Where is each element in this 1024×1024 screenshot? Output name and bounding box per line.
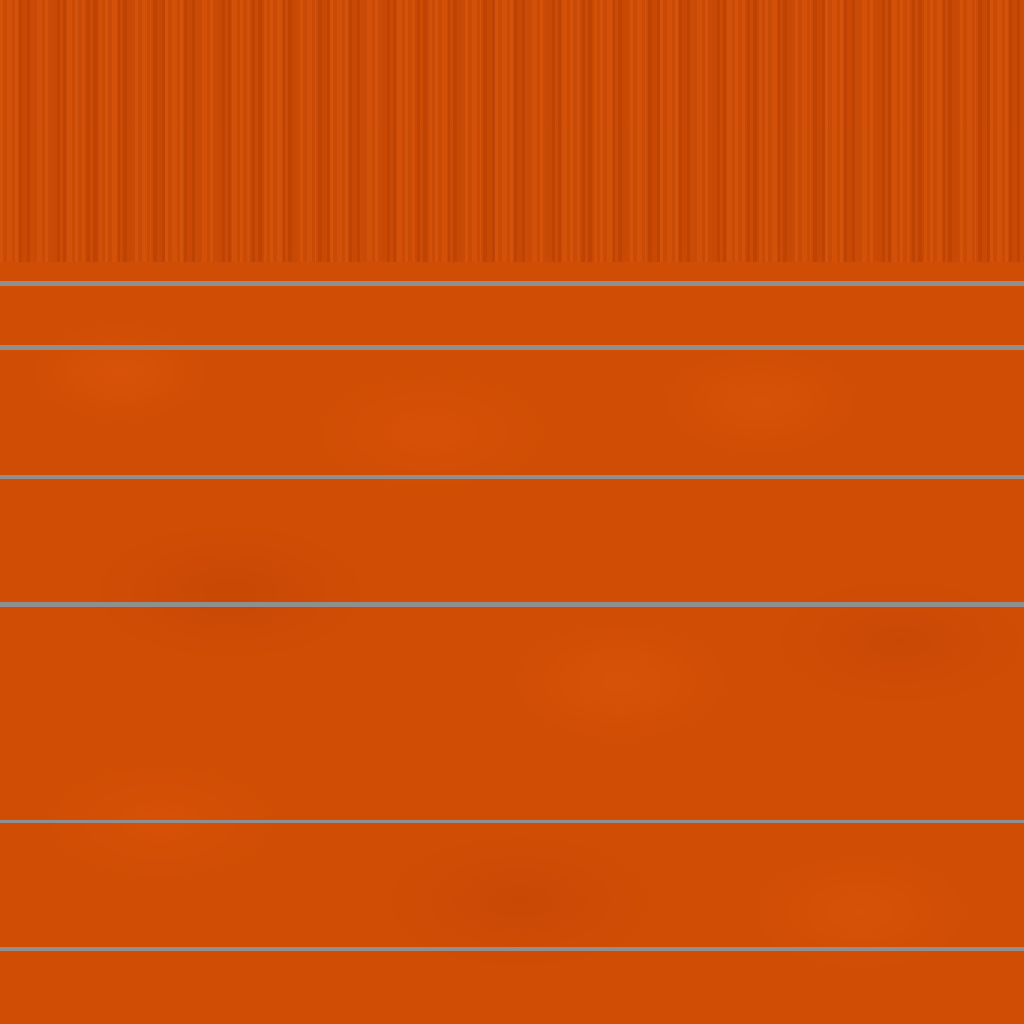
vertical-stripe-band: [0, 0, 1024, 262]
lane-line-4: [0, 602, 1024, 607]
lane-line-3: [0, 475, 1024, 479]
textured-track-surface: [0, 262, 1024, 1024]
lane-line-5: [0, 820, 1024, 823]
lane-line-6: [0, 947, 1024, 951]
lane-line-1: [0, 281, 1024, 286]
lane-line-2: [0, 345, 1024, 350]
